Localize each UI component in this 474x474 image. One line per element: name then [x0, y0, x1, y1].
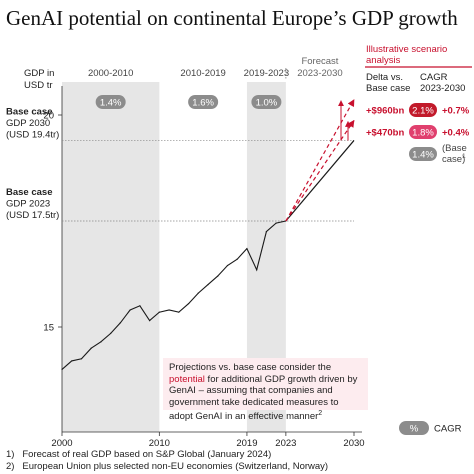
gdp-point-2013 [187, 303, 190, 305]
gdp-point-2006 [119, 322, 121, 324]
scenario-col2-header-line-1: 2023-2030 [420, 83, 465, 94]
forecast-line-1 [285, 119, 355, 222]
period-label-3-line-0: Forecast [301, 56, 338, 67]
gdp-point-2000 [61, 368, 63, 370]
y-tick-label-0: 15 [43, 323, 54, 334]
forecast-line-2 [285, 99, 355, 222]
gdp-point-2002 [80, 358, 83, 360]
base-case-label-0-line-2: (USD 19.4tr) [6, 129, 59, 140]
y-axis-label-line-0: GDP in [24, 68, 54, 79]
period-cagr-pill-0-label: 1.4% [100, 97, 122, 108]
scenario-col2-header-line-0: CAGR [420, 72, 448, 83]
period-label-2: 2019-2023 [244, 68, 289, 79]
note-superscript: 2 [318, 410, 323, 418]
base-case-label-1-line-1: GDP 2023 [6, 199, 50, 210]
y-tick-label-1: 20 [43, 111, 54, 122]
chart-title: GenAI potential on continental Europe’s … [6, 6, 458, 30]
gdp-point-2015 [207, 284, 209, 286]
forecast-line-0 [285, 140, 355, 222]
gdp-point-2010 [158, 311, 160, 313]
period-cagr-pill-1 [188, 95, 219, 109]
legend-cagr-pill-label: % [410, 423, 419, 434]
scenario-delta-cagr-0: +0.7% [442, 106, 470, 117]
gdp-point-2017 [226, 264, 229, 267]
period-cagr-pill-2-label: 1.0% [256, 97, 278, 108]
gdp-point-2016 [217, 275, 219, 277]
gdp-point-2021 [265, 231, 267, 233]
gdp-point-2009 [149, 320, 151, 322]
gdp-point-2011 [168, 309, 170, 311]
gdp-point-2018 [236, 258, 238, 260]
y-axis-label-line-1: USD tr [24, 80, 53, 91]
legend-cagr-label: CAGR [434, 424, 462, 435]
scenario-delta-0: +$960bn [366, 106, 404, 117]
base-case-label-1-line-2: (USD 17.5tr) [6, 210, 59, 221]
period-cagr-pill-2 [251, 95, 282, 109]
footnotes: 1) Forecast of real GDP based on S&P Glo… [6, 449, 328, 473]
gdp-point-2007 [129, 309, 131, 311]
scenario-cagr-pill-1 [409, 125, 437, 139]
gdp-point-2008 [139, 305, 141, 307]
gdp-point-2014 [197, 292, 199, 294]
x-tick-label-2: 2019 [236, 438, 257, 449]
scenario-cagr-pill-0 [409, 103, 437, 117]
period-label-0: 2000-2010 [88, 68, 133, 79]
footnote-1: 1) Forecast of real GDP based on S&P Glo… [6, 449, 272, 460]
gdp-point-2004 [100, 341, 102, 343]
period-cagr-pill-0 [95, 95, 126, 109]
period-shade-0 [62, 82, 160, 432]
x-tick-label-1: 2010 [149, 438, 170, 449]
scenario-delta-1: +$470bn [366, 128, 404, 139]
period-label-3-line-1: 2023-2030 [297, 68, 342, 79]
gdp-point-2020 [256, 269, 258, 271]
scenario-delta-cagr-1: +0.4% [442, 128, 470, 139]
gdp-point-2022 [275, 222, 277, 224]
scenario-base-label-line-0: (Base [442, 143, 467, 154]
scenario-cagr-pill-0-label: 2.1% [412, 105, 434, 116]
x-tick-label-4: 2030 [343, 438, 364, 449]
scenario-col1-header-line-0: Delta vs. [366, 72, 403, 83]
gdp-point-2003 [90, 347, 92, 349]
footnote-2: 2) European Union plus selected non-EU e… [6, 461, 329, 472]
scenario-base-pill-label: 1.4% [412, 149, 434, 160]
legend-cagr-pill [399, 421, 429, 435]
scenario-cagr-pill-1-label: 1.8% [412, 127, 434, 138]
scenario-base-superscript: 1 [462, 153, 466, 160]
scenario-header-line-1: analysis [366, 55, 401, 66]
gdp-point-2019 [246, 247, 248, 250]
note-text-before: Projections vs. base case consider the [169, 362, 332, 373]
projection-note: Projections vs. base case consider the p… [163, 358, 368, 423]
note-text-after: for additional GDP growth driven by GenA… [169, 373, 358, 423]
base-case-label-0-line-0: Base case [6, 106, 52, 117]
scenario-col1-header-line-1: Base case [366, 83, 410, 94]
gdp-history-line [61, 220, 287, 370]
note-text-highlight: potential [169, 373, 205, 385]
x-tick-label-3: 2023 [275, 438, 296, 449]
gdp-point-2005 [110, 332, 112, 334]
x-tick-label-0: 2000 [51, 438, 72, 449]
scenario-base-label-line-1: case) [442, 154, 465, 165]
base-case-label-0-line-1: GDP 2030 [6, 118, 50, 129]
base-case-label-1-line-0: Base case [6, 187, 52, 198]
gdp-point-2001 [71, 360, 73, 362]
scenario-base-pill [409, 147, 437, 161]
period-label-1: 2010-2019 [180, 68, 225, 79]
gdp-point-2012 [178, 311, 180, 313]
period-cagr-pill-1-label: 1.6% [192, 97, 214, 108]
scenario-header-line-0: Illustrative scenario [366, 44, 447, 55]
